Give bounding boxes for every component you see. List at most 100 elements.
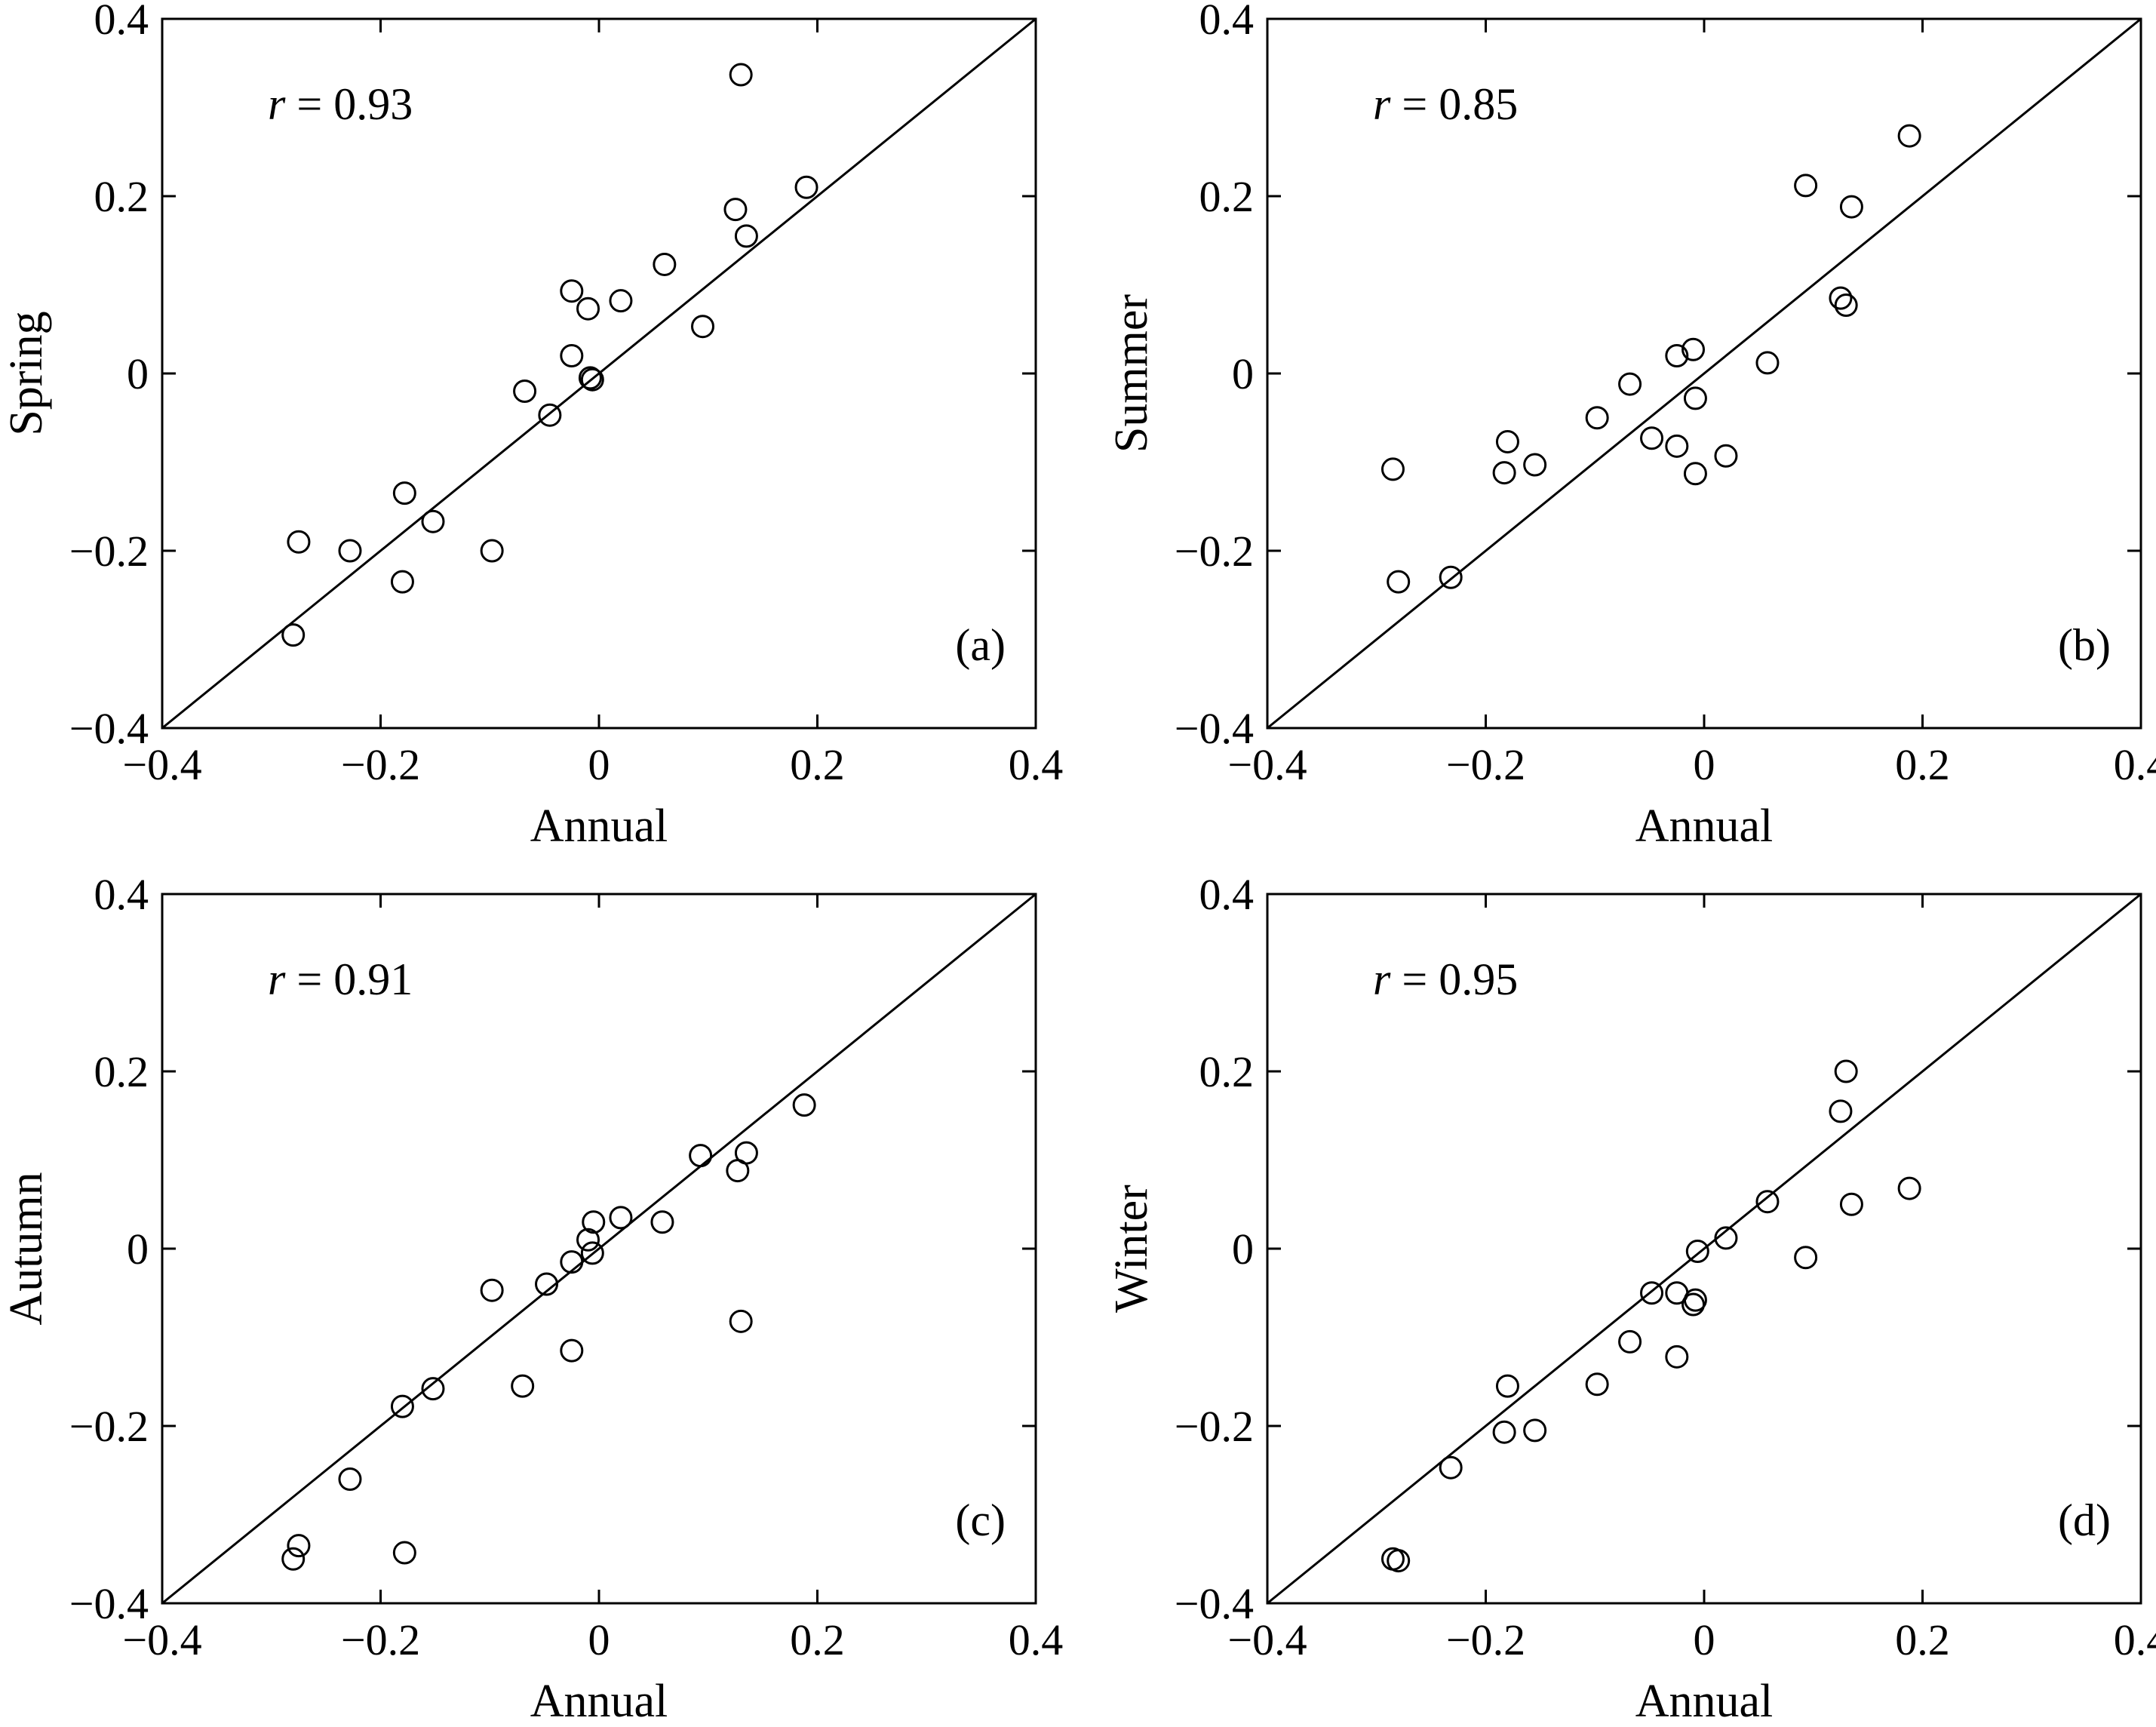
correlation-annotation: r = 0.95 — [1373, 954, 1518, 1004]
x-axis-label: Annual — [1635, 1676, 1774, 1727]
y-tick-label: 0 — [1232, 1225, 1254, 1274]
data-point — [580, 1241, 604, 1265]
data-point — [560, 344, 584, 367]
identity-line — [1267, 893, 2142, 1605]
panel-tag: (c) — [955, 1495, 1006, 1545]
y-tick-label: 0.2 — [94, 1047, 149, 1096]
data-point — [582, 1210, 606, 1234]
r-symbol: r — [1373, 79, 1391, 129]
data-point — [691, 315, 715, 339]
r-value: = 0.91 — [285, 954, 413, 1004]
data-point — [281, 623, 306, 647]
data-point — [1714, 444, 1738, 468]
x-tick-label: 0.2 — [1895, 740, 1950, 789]
x-axis-label: Annual — [530, 1676, 668, 1727]
y-tick-label: −0.4 — [1175, 704, 1254, 753]
data-point — [1523, 453, 1547, 477]
y-tick-label: 0.2 — [94, 172, 149, 221]
y-tick-label: 0.4 — [1199, 870, 1255, 919]
data-point — [390, 570, 414, 594]
x-tick-label: 0 — [588, 1615, 610, 1664]
panel-tag: (d) — [2058, 1495, 2111, 1545]
y-tick-label: −0.2 — [1175, 1402, 1254, 1451]
data-point — [578, 366, 602, 390]
r-value: = 0.93 — [285, 79, 413, 129]
data-point — [653, 252, 677, 276]
data-point — [1897, 124, 1921, 148]
data-point — [650, 1210, 674, 1234]
data-point — [1683, 386, 1707, 410]
identity-line — [161, 893, 1037, 1605]
data-point — [1839, 195, 1863, 219]
data-point — [1492, 461, 1516, 485]
x-tick-label: −0.4 — [1227, 740, 1307, 789]
data-point — [560, 279, 584, 303]
data-point — [1794, 1246, 1818, 1270]
data-point — [1618, 372, 1642, 396]
x-tick-label: 0.4 — [1009, 1615, 1064, 1664]
data-point — [338, 539, 362, 563]
data-point — [1618, 1329, 1642, 1354]
data-point — [609, 1206, 633, 1230]
y-axis-label: Winter — [1106, 1185, 1157, 1313]
y-tick-label: 0.2 — [1199, 172, 1255, 221]
y-axis-label: Summer — [1106, 294, 1157, 453]
data-point — [1683, 462, 1707, 486]
data-point — [390, 1394, 414, 1418]
y-tick-label: 0.2 — [1199, 1047, 1255, 1096]
y-axis-label: Autumn — [1, 1172, 52, 1325]
data-point — [723, 198, 748, 222]
y-tick-label: 0.4 — [94, 870, 149, 919]
x-tick-label: 0.2 — [1895, 1615, 1950, 1664]
data-point — [1495, 1374, 1519, 1398]
y-tick-label: −0.4 — [1175, 1579, 1254, 1628]
data-point — [1829, 286, 1853, 310]
r-symbol: r — [268, 954, 286, 1004]
data-point — [480, 1278, 504, 1302]
r-value: = 0.95 — [1390, 954, 1518, 1004]
data-point — [1387, 570, 1411, 594]
data-point — [1640, 426, 1664, 450]
data-point — [281, 1547, 306, 1571]
data-point — [1839, 1192, 1863, 1216]
data-point — [1834, 1059, 1858, 1083]
data-point — [1681, 337, 1706, 361]
x-tick-label: 0.2 — [790, 740, 845, 789]
data-point — [1665, 344, 1689, 367]
x-tick-label: 0.4 — [2114, 740, 2156, 789]
data-point — [560, 1338, 584, 1363]
x-tick-label: −0.4 — [122, 1615, 201, 1664]
y-tick-label: −0.4 — [69, 1579, 149, 1628]
data-point — [1755, 351, 1780, 375]
data-point — [1585, 1372, 1609, 1397]
panel-d: −0.4−0.4 −0.2 −0.2 0 0 0.2 0.2 0.4 0.4 Annual Wint… — [1106, 870, 2156, 1727]
data-point — [1829, 1099, 1853, 1123]
data-point — [1387, 1549, 1411, 1573]
data-point — [538, 403, 562, 427]
y-tick-label: 0.4 — [1199, 0, 1255, 44]
r-symbol: r — [268, 79, 286, 129]
data-point — [729, 63, 753, 87]
data-point — [535, 1272, 559, 1296]
data-point — [576, 297, 600, 321]
x-tick-label: −0.2 — [1446, 740, 1525, 789]
x-tick-label: 0.2 — [790, 1615, 845, 1664]
y-tick-label: −0.2 — [1175, 527, 1254, 576]
x-tick-label: 0 — [588, 740, 610, 789]
x-tick-label: −0.2 — [1446, 1615, 1525, 1664]
data-point — [1495, 429, 1519, 453]
y-axis-label: Spring — [1, 311, 52, 435]
data-point — [1755, 1190, 1780, 1214]
data-point — [580, 367, 604, 392]
data-point — [1523, 1418, 1547, 1443]
data-point — [609, 289, 633, 313]
data-point — [1794, 174, 1818, 198]
data-point — [513, 380, 537, 403]
correlation-annotation: r = 0.91 — [268, 954, 413, 1004]
data-point — [729, 1309, 753, 1333]
y-tick-label: 0 — [127, 1225, 149, 1274]
data-point — [1834, 293, 1858, 318]
correlation-annotation: r = 0.93 — [268, 79, 413, 129]
identity-line — [1267, 17, 2142, 730]
